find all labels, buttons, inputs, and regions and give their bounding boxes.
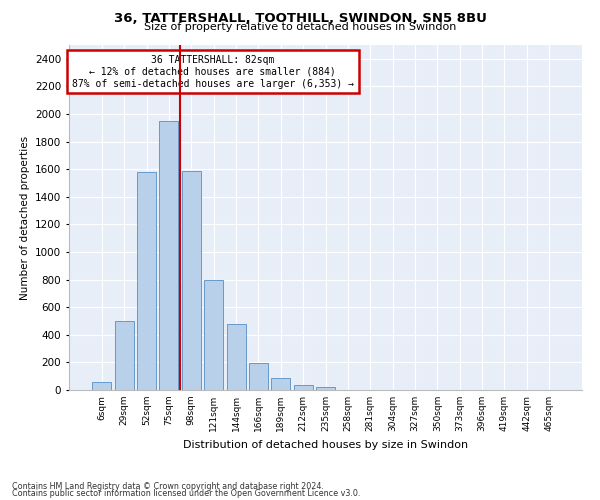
Text: 36, TATTERSHALL, TOOTHILL, SWINDON, SN5 8BU: 36, TATTERSHALL, TOOTHILL, SWINDON, SN5 … [113,12,487,26]
Bar [92,382,112,390]
Text: 36 TATTERSHALL: 82sqm
← 12% of detached houses are smaller (884)
87% of semi-det: 36 TATTERSHALL: 82sqm ← 12% of detached … [71,56,353,88]
Text: Contains HM Land Registry data © Crown copyright and database right 2024.: Contains HM Land Registry data © Crown c… [12,482,324,491]
Bar [115,321,134,390]
Text: Contains public sector information licensed under the Open Government Licence v3: Contains public sector information licen… [12,489,361,498]
Bar [249,363,268,390]
Y-axis label: Number of detached properties: Number of detached properties [20,136,29,300]
Bar [204,280,223,390]
Text: Size of property relative to detached houses in Swindon: Size of property relative to detached ho… [144,22,456,32]
Bar [137,172,156,390]
Bar [316,386,335,390]
Bar [293,385,313,390]
Bar [271,378,290,390]
X-axis label: Distribution of detached houses by size in Swindon: Distribution of detached houses by size … [183,440,468,450]
Bar [160,121,178,390]
Bar [182,170,201,390]
Bar [227,324,245,390]
